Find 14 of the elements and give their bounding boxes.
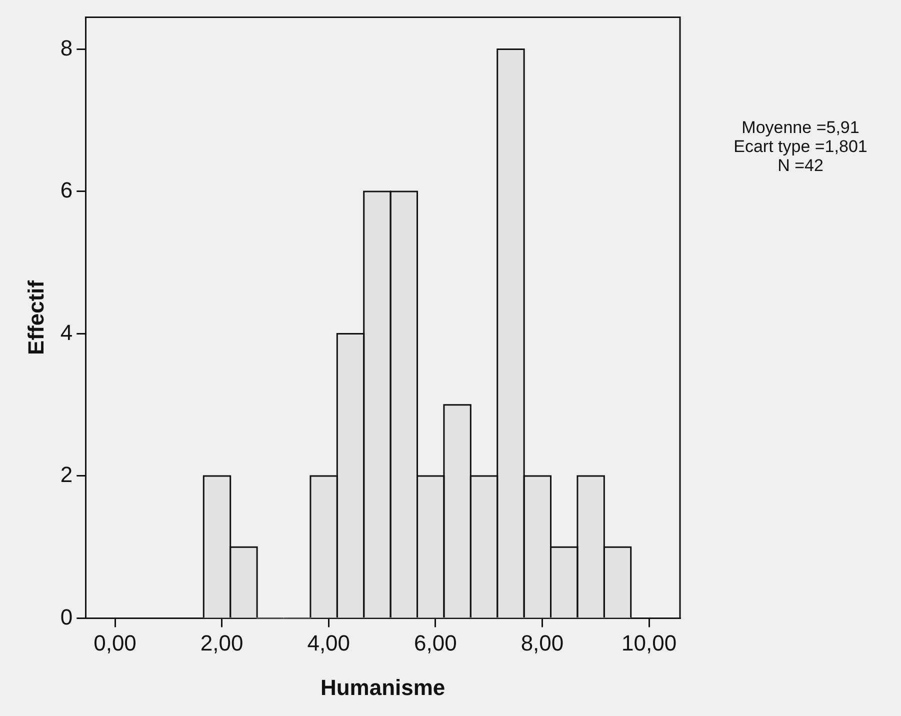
x-tick-label: 6,00 — [414, 630, 457, 656]
y-axis-title: Effectif — [23, 280, 48, 355]
y-tick-label: 8 — [60, 35, 73, 60]
y-tick-label: 2 — [60, 462, 73, 488]
y-tick-label: 0 — [60, 604, 73, 630]
y-tick-label: 6 — [60, 178, 73, 203]
text: Moyenne =5,91 Ecart type =1,801 N =42 — [732, 118, 868, 175]
x-axis-title: Humanisme — [320, 674, 446, 700]
x-tick-label: 4,00 — [307, 630, 350, 656]
y-tick-label: 4 — [60, 320, 73, 345]
x-tick-label: 8,00 — [520, 630, 564, 656]
x-tick-label: 2,00 — [200, 630, 244, 656]
x-tick-label: 0,00 — [94, 630, 136, 656]
x-tick-label: 10,00 — [621, 630, 677, 656]
